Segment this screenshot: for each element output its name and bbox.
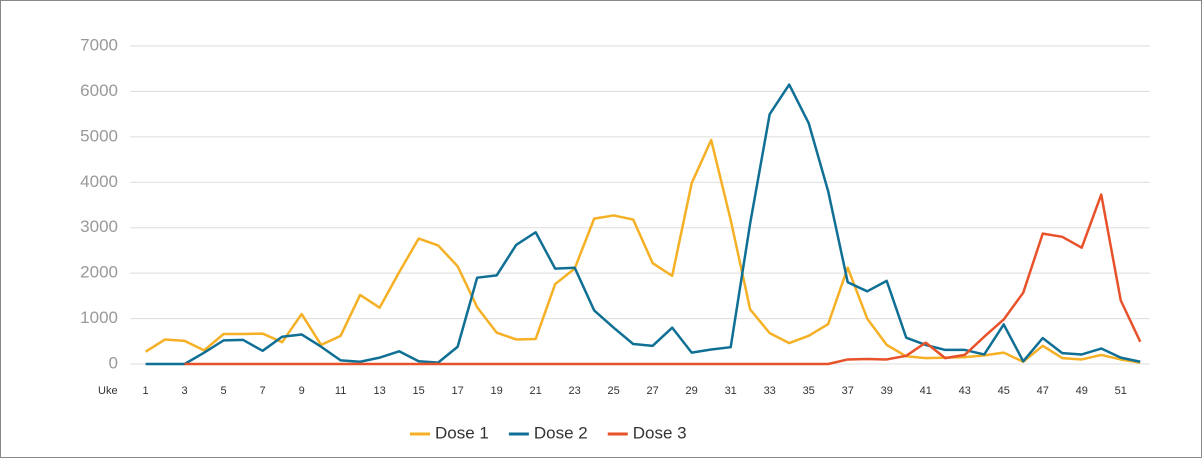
x-tick-label: 25 — [608, 385, 620, 397]
x-tick-label: 7 — [260, 385, 266, 397]
x-tick-label: 23 — [569, 385, 581, 397]
x-tick-label: 13 — [374, 385, 386, 397]
data-line — [184, 193, 1142, 366]
x-tick-label: 21 — [530, 385, 542, 397]
legend-label: Dose 1 — [435, 423, 489, 442]
x-tick-label: 35 — [803, 385, 815, 397]
y-tick-label: 7000 — [80, 35, 118, 54]
x-tick-label: 19 — [491, 385, 503, 397]
x-tick-label: 43 — [959, 385, 971, 397]
x-tick-label: 37 — [842, 385, 854, 397]
data-line — [145, 83, 1141, 366]
x-tick-label: 31 — [725, 385, 737, 397]
x-tick-label: 39 — [881, 385, 893, 397]
y-tick-label: 0 — [109, 353, 118, 372]
x-tick-label: 49 — [1076, 385, 1088, 397]
x-tick-label: 5 — [221, 385, 227, 397]
x-tick-label: 47 — [1037, 385, 1049, 397]
y-tick-label: 6000 — [80, 81, 118, 100]
x-tick-label: 45 — [998, 385, 1010, 397]
x-tick-label: 33 — [764, 385, 776, 397]
x-tick-label: 29 — [686, 385, 698, 397]
x-tick-label: 11 — [335, 385, 346, 397]
x-tick-label: 17 — [452, 385, 464, 397]
y-tick-label: 2000 — [80, 263, 118, 282]
y-tick-label: 4000 — [80, 172, 118, 191]
x-tick-label: 1 — [143, 385, 149, 397]
data-line — [144, 138, 1141, 364]
y-tick-label: 5000 — [80, 126, 118, 145]
x-tick-label: 9 — [299, 385, 305, 397]
x-tick-label: 27 — [647, 385, 659, 397]
legend-label: Dose 2 — [534, 423, 588, 442]
x-tick-label: 3 — [182, 385, 188, 397]
x-tick-label: 51 — [1115, 385, 1127, 397]
x-tick-label: 41 — [920, 385, 932, 397]
y-tick-label: 1000 — [80, 308, 118, 327]
legend-label: Dose 3 — [633, 423, 687, 442]
x-axis-label: Uke — [98, 385, 118, 397]
y-tick-label: 3000 — [80, 217, 118, 236]
x-tick-label: 15 — [413, 385, 425, 397]
